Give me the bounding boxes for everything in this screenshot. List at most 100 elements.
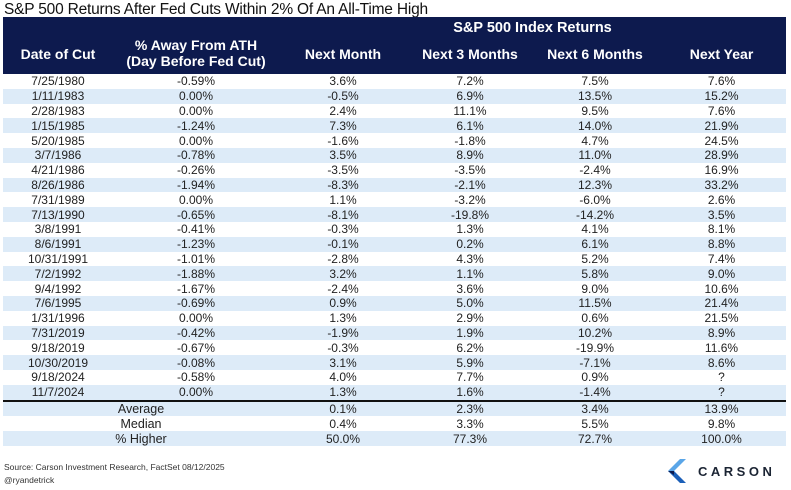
table-cell: 3.5% xyxy=(279,147,407,163)
table-cell: 13.5% xyxy=(533,88,657,104)
table-cell: -0.3% xyxy=(327,340,359,355)
table-cell: -1.4% xyxy=(533,384,657,401)
table-cell: 0.00% xyxy=(113,384,279,401)
table-cell: 2.9% xyxy=(456,311,484,326)
table-cell: 6.2% xyxy=(456,340,484,355)
header-group-row: S&P 500 Index Returns xyxy=(3,17,786,37)
table-cell: 5.8% xyxy=(533,266,657,282)
table-cell: -0.3% xyxy=(327,222,359,237)
table-cell: 8.9% xyxy=(657,325,786,341)
summary-label: Average xyxy=(3,399,279,417)
logo-text: CARSON xyxy=(698,463,776,479)
carson-logo: CARSON xyxy=(668,459,775,483)
table-cell: 7.4% xyxy=(707,251,736,266)
table-cell: 15.2% xyxy=(657,88,786,104)
table-row: 10/31/1991 -1.01% -2.8% 4.3% 5.2% 7.4% xyxy=(3,252,786,267)
table-cell: -0.42% xyxy=(113,325,279,341)
summary-cell: 5.5% xyxy=(581,416,609,431)
table-row: 7/31/1989 0.00% 1.1% -3.2% -6.0% 2.6% xyxy=(3,192,786,207)
table-cell: -19.9% xyxy=(575,340,615,355)
column-header: Next 6 Months xyxy=(533,37,657,74)
table-cell: 9/18/2024 xyxy=(31,370,85,385)
table-cell: 1/31/1996 xyxy=(31,311,85,326)
table-cell: -2.1% xyxy=(407,177,533,193)
summary-cell: 50.0% xyxy=(279,431,407,446)
table-cell: -3.5% xyxy=(454,163,486,178)
table-cell: 11.5% xyxy=(533,295,657,311)
table-cell: 7.3% xyxy=(279,118,407,134)
column-header-row: Date of Cut% Away From ATH (Day Before Fe… xyxy=(3,37,786,74)
table-cell: 21.5% xyxy=(704,311,739,326)
table-cell: 10.6% xyxy=(704,281,739,296)
summary-cell: 13.9% xyxy=(657,399,786,417)
table-cell: 7/6/1995 xyxy=(3,295,113,311)
table-cell: -1.01% xyxy=(176,251,216,266)
table-cell: -1.67% xyxy=(176,281,216,296)
table-row: 7/31/2019 -0.42% -1.9% 1.9% 10.2% 8.9% xyxy=(3,325,786,341)
table-cell: 2.6% xyxy=(707,192,736,207)
table-cell: -0.78% xyxy=(113,147,279,163)
table-row: 4/21/1986 -0.26% -3.5% -3.5% -2.4% 16.9% xyxy=(3,163,786,178)
table-cell: 0.00% xyxy=(113,88,279,104)
table-cell: 11.6% xyxy=(704,340,739,355)
table-cell: 0.00% xyxy=(178,133,214,148)
table-row: 3/8/1991 -0.41% -0.3% 1.3% 4.1% 8.1% xyxy=(3,222,786,237)
carson-chevron-icon xyxy=(668,459,686,483)
table-cell: 8.6% xyxy=(657,355,786,370)
table-cell: -19.8% xyxy=(407,207,533,222)
table-cell: 5.9% xyxy=(407,355,533,370)
table-row: 3/7/1986 -0.78% 3.5% 8.9% 11.0% 28.9% xyxy=(3,147,786,163)
table-cell: 3.6% xyxy=(456,281,484,296)
author-handle: @ryandetrick xyxy=(4,475,55,485)
table-cell: -0.58% xyxy=(176,370,216,385)
table-cell: 6.1% xyxy=(407,118,533,134)
summary-cell: 77.3% xyxy=(407,431,533,446)
table-cell: 1.1% xyxy=(329,192,357,207)
table-cell: 6.1% xyxy=(533,236,657,252)
table-cell: 0.2% xyxy=(407,236,533,252)
table-cell: -1.88% xyxy=(113,266,279,282)
table-cell: 2.4% xyxy=(329,103,357,118)
table-cell: 4.3% xyxy=(456,251,484,266)
table-row: 5/20/1985 0.00% -1.6% -1.8% 4.7% 24.5% xyxy=(3,133,786,148)
column-header: Next Year xyxy=(657,37,786,74)
table-cell: -7.1% xyxy=(533,355,657,370)
table-cell: 1.3% xyxy=(456,222,484,237)
table-cell: 0.00% xyxy=(178,311,214,326)
column-header: % Away From ATH (Day Before Fed Cut) xyxy=(113,37,279,74)
summary-cell: 0.1% xyxy=(279,399,407,417)
table-cell: 0.6% xyxy=(581,311,609,326)
summary-cell: 100.0% xyxy=(657,431,786,446)
table-cell: 5.2% xyxy=(581,251,609,266)
table-cell: 1/15/1985 xyxy=(3,118,113,134)
table-cell: 7.5% xyxy=(581,74,609,89)
summary-cell: 72.7% xyxy=(533,431,657,446)
table-cell: -0.08% xyxy=(113,355,279,370)
table-cell: 21.9% xyxy=(657,118,786,134)
table-cell: 2/28/1983 xyxy=(31,103,85,118)
table-cell: 9.0% xyxy=(657,266,786,282)
table-cell: -1.8% xyxy=(454,133,486,148)
table-cell: 10/30/2019 xyxy=(3,355,113,370)
table-cell: 28.9% xyxy=(657,147,786,163)
table-cell: -2.4% xyxy=(579,163,611,178)
table-cell: 0.9% xyxy=(581,370,609,385)
table-row: 8/6/1991 -1.23% -0.1% 0.2% 6.1% 8.8% xyxy=(3,236,786,252)
returns-table: S&P 500 Index Returns Date of Cut% Away … xyxy=(3,17,786,446)
summary-cell: 2.3% xyxy=(407,399,533,417)
summary-row: Average 0.1% 2.3% 3.4% 13.9% xyxy=(3,399,786,417)
table-cell: 1.1% xyxy=(407,266,533,282)
table-cell: 4.1% xyxy=(581,222,609,237)
table-cell: -0.41% xyxy=(176,222,216,237)
table-cell: 3/8/1991 xyxy=(34,222,82,237)
table-cell: -0.26% xyxy=(176,163,216,178)
table-cell: 12.3% xyxy=(533,177,657,193)
table-cell: 7.7% xyxy=(456,370,484,385)
column-header: Date of Cut xyxy=(3,37,113,74)
table-cell: ? xyxy=(657,384,786,401)
table-row: 1/31/1996 0.00% 1.3% 2.9% 0.6% 21.5% xyxy=(3,311,786,326)
summary-cell: 0.4% xyxy=(329,416,357,431)
column-header-line: % Away From ATH xyxy=(134,37,258,53)
source-note: Source: Carson Investment Research, Fact… xyxy=(4,462,225,472)
table-cell: 5/20/1985 xyxy=(31,133,85,148)
